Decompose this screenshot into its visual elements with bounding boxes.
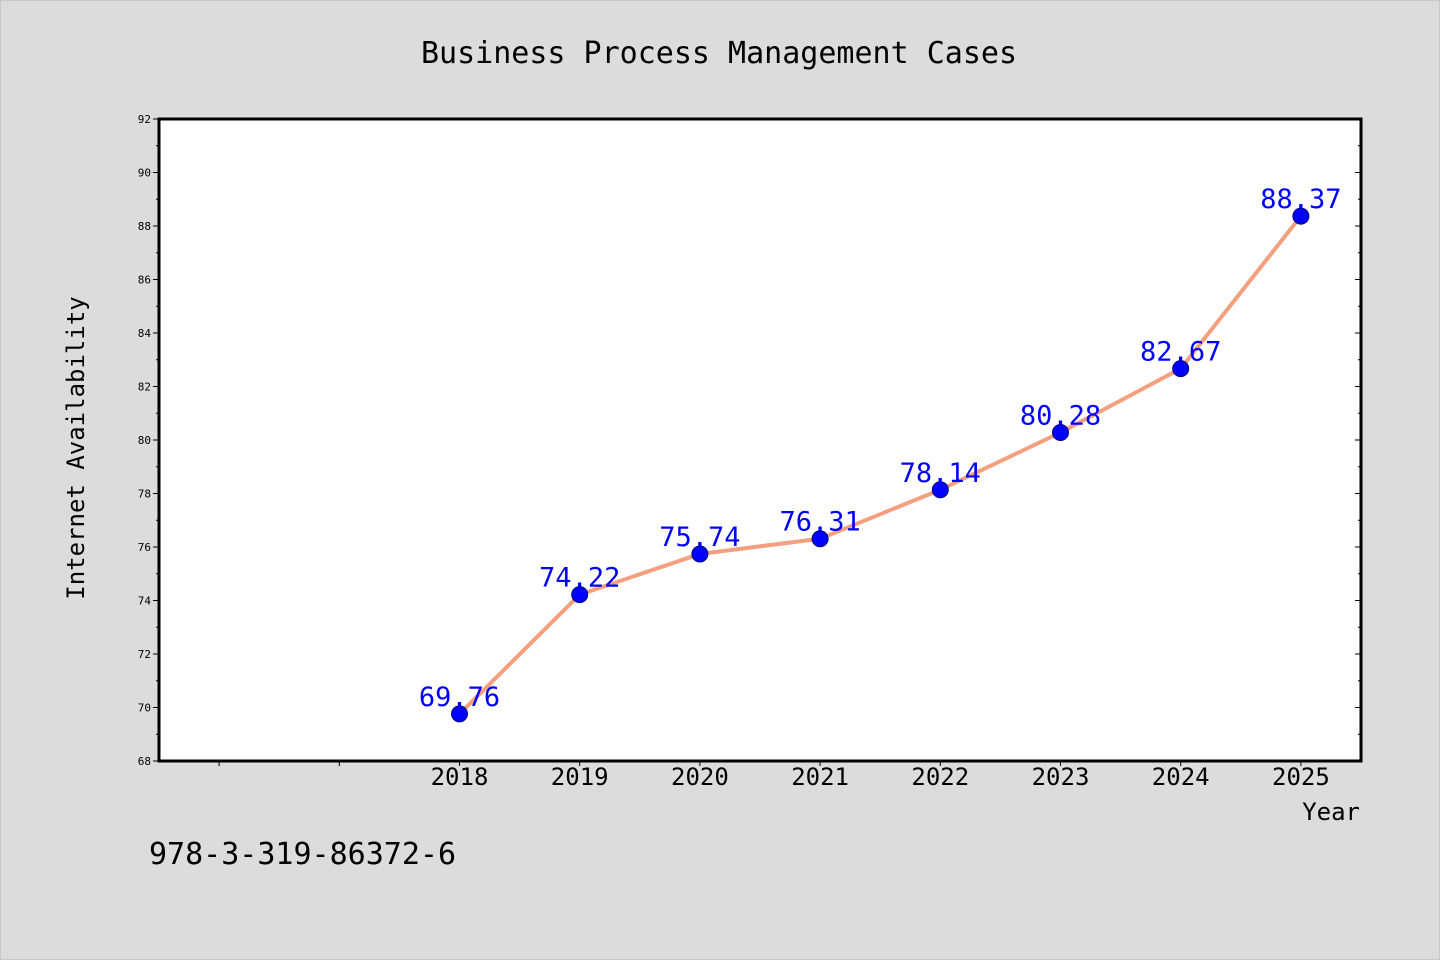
markers	[451, 207, 1310, 723]
data-point	[931, 481, 949, 499]
x-axis-label: Year	[1302, 798, 1360, 826]
x-tick-label: 2019	[551, 763, 609, 791]
plot-area	[157, 117, 1363, 763]
y-tick-label: 90	[138, 167, 151, 180]
y-tick-label: 82	[138, 381, 151, 394]
data-point	[571, 586, 589, 604]
data-point	[1172, 360, 1190, 378]
x-tick-label: 2024	[1152, 763, 1210, 791]
data-label: 76.31	[779, 507, 860, 538]
y-tick-label: 74	[138, 595, 152, 608]
y-tick-label: 92	[138, 113, 151, 126]
data-label: 80.28	[1020, 401, 1101, 432]
data-point	[451, 705, 468, 723]
y-tick-label: 86	[138, 274, 151, 287]
data-point	[811, 530, 829, 548]
x-tick-label: 2020	[671, 763, 729, 791]
chart-title: Business Process Management Cases	[421, 36, 1017, 71]
x-tick-label: 2025	[1272, 763, 1330, 791]
series-line	[457, 214, 1303, 716]
y-tick-label: 88	[138, 220, 151, 233]
data-label: 69.76	[419, 682, 500, 713]
y-tick-label: 68	[138, 755, 151, 768]
data-label: 74.22	[539, 563, 620, 594]
x-tick-label: 2021	[791, 763, 849, 791]
data-label: 75.74	[659, 522, 740, 553]
y-tick-label: 78	[138, 488, 151, 501]
value-labels: 69.76 74.22 75.74 76.31 78.14 80.28 82.67 88.37	[419, 184, 1342, 713]
data-point	[1292, 207, 1310, 225]
y-tick-label: 80	[138, 434, 151, 447]
y-tick-label: 84	[138, 327, 152, 340]
data-label: 82.67	[1140, 337, 1221, 368]
data-label: 88.37	[1260, 184, 1341, 215]
footer-code: 978-3-319-86372-6	[149, 837, 456, 872]
data-label: 78.14	[900, 458, 981, 489]
x-tick-label: 2023	[1032, 763, 1090, 791]
data-point	[1052, 424, 1069, 442]
data-point	[691, 545, 709, 563]
y-tick-label: 70	[138, 702, 151, 715]
y-tick-label: 72	[138, 648, 151, 661]
y-axis-label: Internet Availability	[62, 296, 90, 599]
y-tick-label: 76	[138, 541, 151, 554]
x-tick-label: 2022	[911, 763, 969, 791]
y-axis: 68 70 72 74 76 78 80 82 84 86 88 90 92	[138, 113, 1361, 768]
x-tick-label: 2018	[431, 763, 489, 791]
x-axis: 2018 2019 2020 2021 2022 2023 2024 2025	[218, 761, 1330, 791]
